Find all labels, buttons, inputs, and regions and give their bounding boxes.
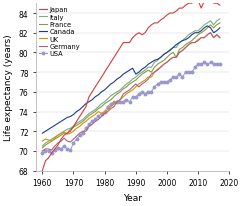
USA [159, 81, 162, 84]
UK [212, 37, 215, 40]
Italy [85, 116, 87, 118]
Italy [190, 32, 193, 35]
Canada [85, 103, 87, 105]
UK [190, 42, 193, 44]
UK [218, 37, 221, 40]
France [41, 147, 44, 150]
Y-axis label: Life expectancy (years): Life expectancy (years) [4, 34, 13, 140]
UK [41, 140, 44, 143]
USA [172, 76, 175, 79]
Canada [172, 47, 175, 49]
Germany [85, 130, 87, 133]
Line: UK: UK [42, 34, 220, 141]
Germany [81, 130, 84, 133]
Line: Italy: Italy [42, 20, 220, 146]
Japan [81, 111, 84, 113]
Canada [218, 27, 221, 30]
Legend: Japan, Italy, France, Canada, UK, Germany, USA: Japan, Italy, France, Canada, UK, German… [38, 6, 81, 58]
Germany [209, 32, 212, 35]
France [218, 22, 221, 25]
Germany [212, 37, 215, 40]
Italy [172, 47, 175, 49]
UK [159, 67, 162, 69]
Canada [159, 57, 162, 59]
Italy [159, 57, 162, 59]
Japan [85, 106, 87, 108]
UK [209, 32, 212, 35]
France [212, 27, 215, 30]
Japan [212, 3, 215, 5]
USA [218, 64, 221, 66]
USA [85, 128, 87, 130]
Japan [159, 20, 162, 22]
France [85, 118, 87, 120]
UK [85, 121, 87, 123]
Canada [190, 34, 193, 37]
Japan [190, 3, 193, 5]
Japan [41, 170, 44, 172]
Germany [218, 37, 221, 40]
USA [203, 62, 206, 64]
USA [41, 152, 44, 154]
France [172, 52, 175, 54]
France [190, 40, 193, 43]
Germany [41, 150, 44, 152]
Canada [41, 132, 44, 135]
Germany [172, 57, 175, 59]
Germany [159, 67, 162, 69]
France [81, 121, 84, 123]
France [159, 62, 162, 64]
Line: France: France [42, 24, 220, 148]
USA [190, 71, 193, 74]
USA [212, 64, 215, 66]
Canada [212, 32, 215, 35]
Italy [81, 119, 84, 121]
Italy [212, 25, 215, 27]
Line: Germany: Germany [42, 34, 220, 151]
Canada [81, 106, 84, 108]
X-axis label: Year: Year [123, 193, 142, 202]
USA [81, 132, 84, 135]
Japan [193, 0, 196, 2]
Italy [41, 145, 44, 147]
Line: USA: USA [41, 62, 221, 154]
Italy [218, 19, 221, 21]
Japan [172, 13, 175, 15]
Germany [190, 42, 193, 44]
UK [172, 57, 175, 59]
Line: Japan: Japan [42, 1, 220, 171]
Canada [206, 26, 209, 28]
Japan [218, 5, 221, 7]
UK [81, 123, 84, 125]
Line: Canada: Canada [42, 27, 220, 133]
